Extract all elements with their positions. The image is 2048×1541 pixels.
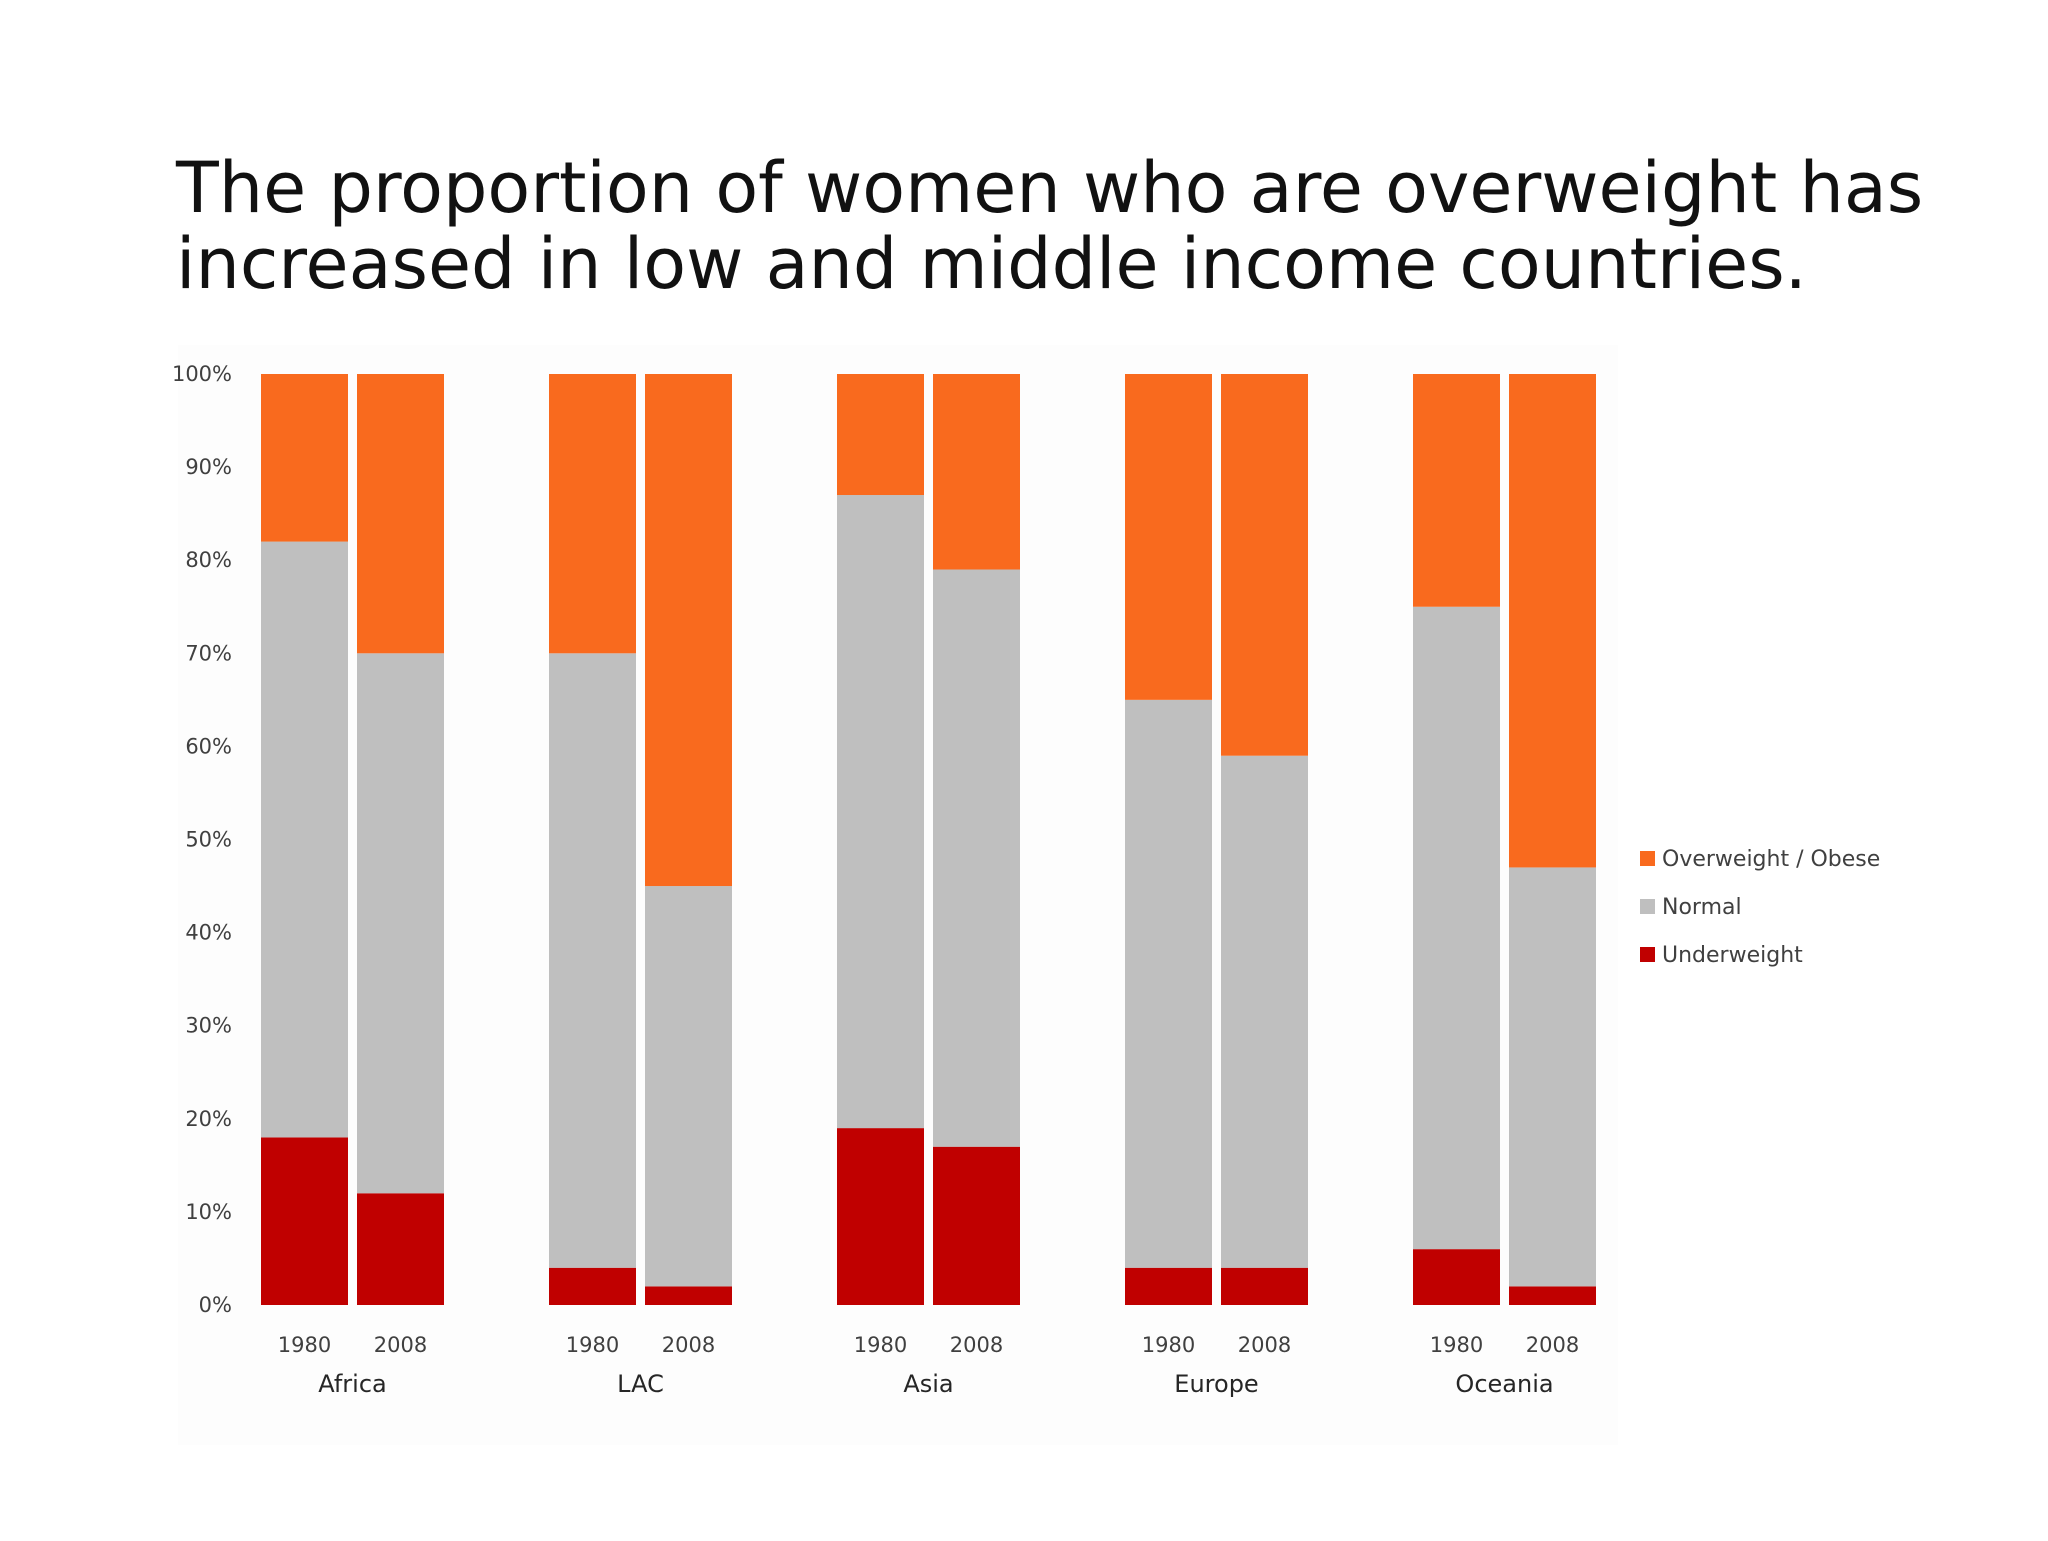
bar-segment-normal: [549, 653, 636, 1268]
x-tick-label-year: 2008: [374, 1333, 427, 1357]
bar-segment-normal: [933, 569, 1020, 1147]
legend-swatch: [1640, 947, 1655, 962]
bar-segment-underweight: [837, 1128, 924, 1305]
legend-label: Normal: [1662, 895, 1742, 920]
x-group-label: Oceania: [1455, 1370, 1553, 1398]
bar-segment-underweight: [645, 1286, 732, 1305]
legend-label: Underweight: [1662, 943, 1803, 968]
bar-segment-overweight: [261, 374, 348, 542]
y-tick-label: 20%: [185, 1107, 232, 1131]
y-tick-label: 90%: [185, 455, 232, 479]
x-group-label: Asia: [903, 1370, 953, 1398]
bar-segment-underweight: [1125, 1267, 1212, 1305]
bar-segment-normal: [1221, 755, 1308, 1268]
x-group-label: Africa: [318, 1370, 386, 1398]
x-tick-label-year: 2008: [1526, 1333, 1579, 1357]
bar-segment-normal: [837, 495, 924, 1129]
x-tick-label-year: 1980: [566, 1333, 619, 1357]
x-tick-label-year: 1980: [1430, 1333, 1483, 1357]
slide-title: The proportion of women who are overweig…: [176, 150, 1976, 302]
x-group-label: Europe: [1174, 1370, 1258, 1398]
bar-segment-underweight: [1413, 1249, 1500, 1305]
y-tick-label: 10%: [185, 1200, 232, 1224]
bar-segment-overweight: [1221, 374, 1308, 756]
legend-label: Overweight / Obese: [1662, 847, 1880, 872]
bar-segment-overweight: [1125, 374, 1212, 700]
y-tick-label: 70%: [185, 641, 232, 665]
slide-title-line-1: The proportion of women who are overweig…: [176, 147, 1924, 229]
bar-segment-underweight: [933, 1146, 1020, 1305]
bar-segment-normal: [1509, 867, 1596, 1287]
bar-segment-underweight: [1221, 1267, 1308, 1305]
bar-segment-underweight: [549, 1267, 636, 1305]
x-tick-label-year: 2008: [1238, 1333, 1291, 1357]
x-tick-label-year: 1980: [1142, 1333, 1195, 1357]
y-tick-label: 100%: [172, 362, 232, 386]
y-tick-label: 80%: [185, 548, 232, 572]
bar-segment-overweight: [837, 374, 924, 496]
bar-segment-normal: [645, 886, 732, 1287]
bar-segment-underweight: [357, 1193, 444, 1305]
slide-title-line-2: increased in low and middle income count…: [176, 223, 1807, 305]
bar-segment-overweight: [549, 374, 636, 654]
x-group-label: LAC: [617, 1370, 664, 1398]
y-tick-label: 0%: [199, 1293, 232, 1317]
x-tick-label-year: 1980: [854, 1333, 907, 1357]
x-tick-label-year: 2008: [662, 1333, 715, 1357]
bar-segment-normal: [1413, 606, 1500, 1250]
y-tick-label: 60%: [185, 734, 232, 758]
bars-layer: [261, 374, 1596, 1305]
bar-segment-overweight: [1509, 374, 1596, 868]
bar-segment-overweight: [357, 374, 444, 654]
bar-segment-underweight: [261, 1137, 348, 1305]
legend-swatch: [1640, 851, 1655, 866]
legend-swatch: [1640, 899, 1655, 914]
y-tick-label: 40%: [185, 921, 232, 945]
bar-segment-underweight: [1509, 1286, 1596, 1305]
bar-segment-normal: [261, 541, 348, 1138]
legend: Overweight / Obese Normal Underweight: [1640, 847, 1880, 968]
bar-segment-overweight: [1413, 374, 1500, 607]
x-tick-label-year: 1980: [278, 1333, 331, 1357]
y-tick-label: 50%: [185, 828, 232, 852]
bar-segment-overweight: [933, 374, 1020, 570]
y-axis: 0% 10% 20% 30% 40% 50% 60% 70% 80% 90% 100%: [172, 362, 232, 1317]
x-axis: 1980 2008 Africa 1980 2008 LAC 1980 2008 Asia 198…: [278, 1333, 1579, 1398]
y-tick-label: 30%: [185, 1014, 232, 1038]
x-tick-label-year: 2008: [950, 1333, 1003, 1357]
bar-segment-overweight: [645, 374, 732, 887]
bar-segment-normal: [357, 653, 444, 1194]
bar-segment-normal: [1125, 699, 1212, 1268]
